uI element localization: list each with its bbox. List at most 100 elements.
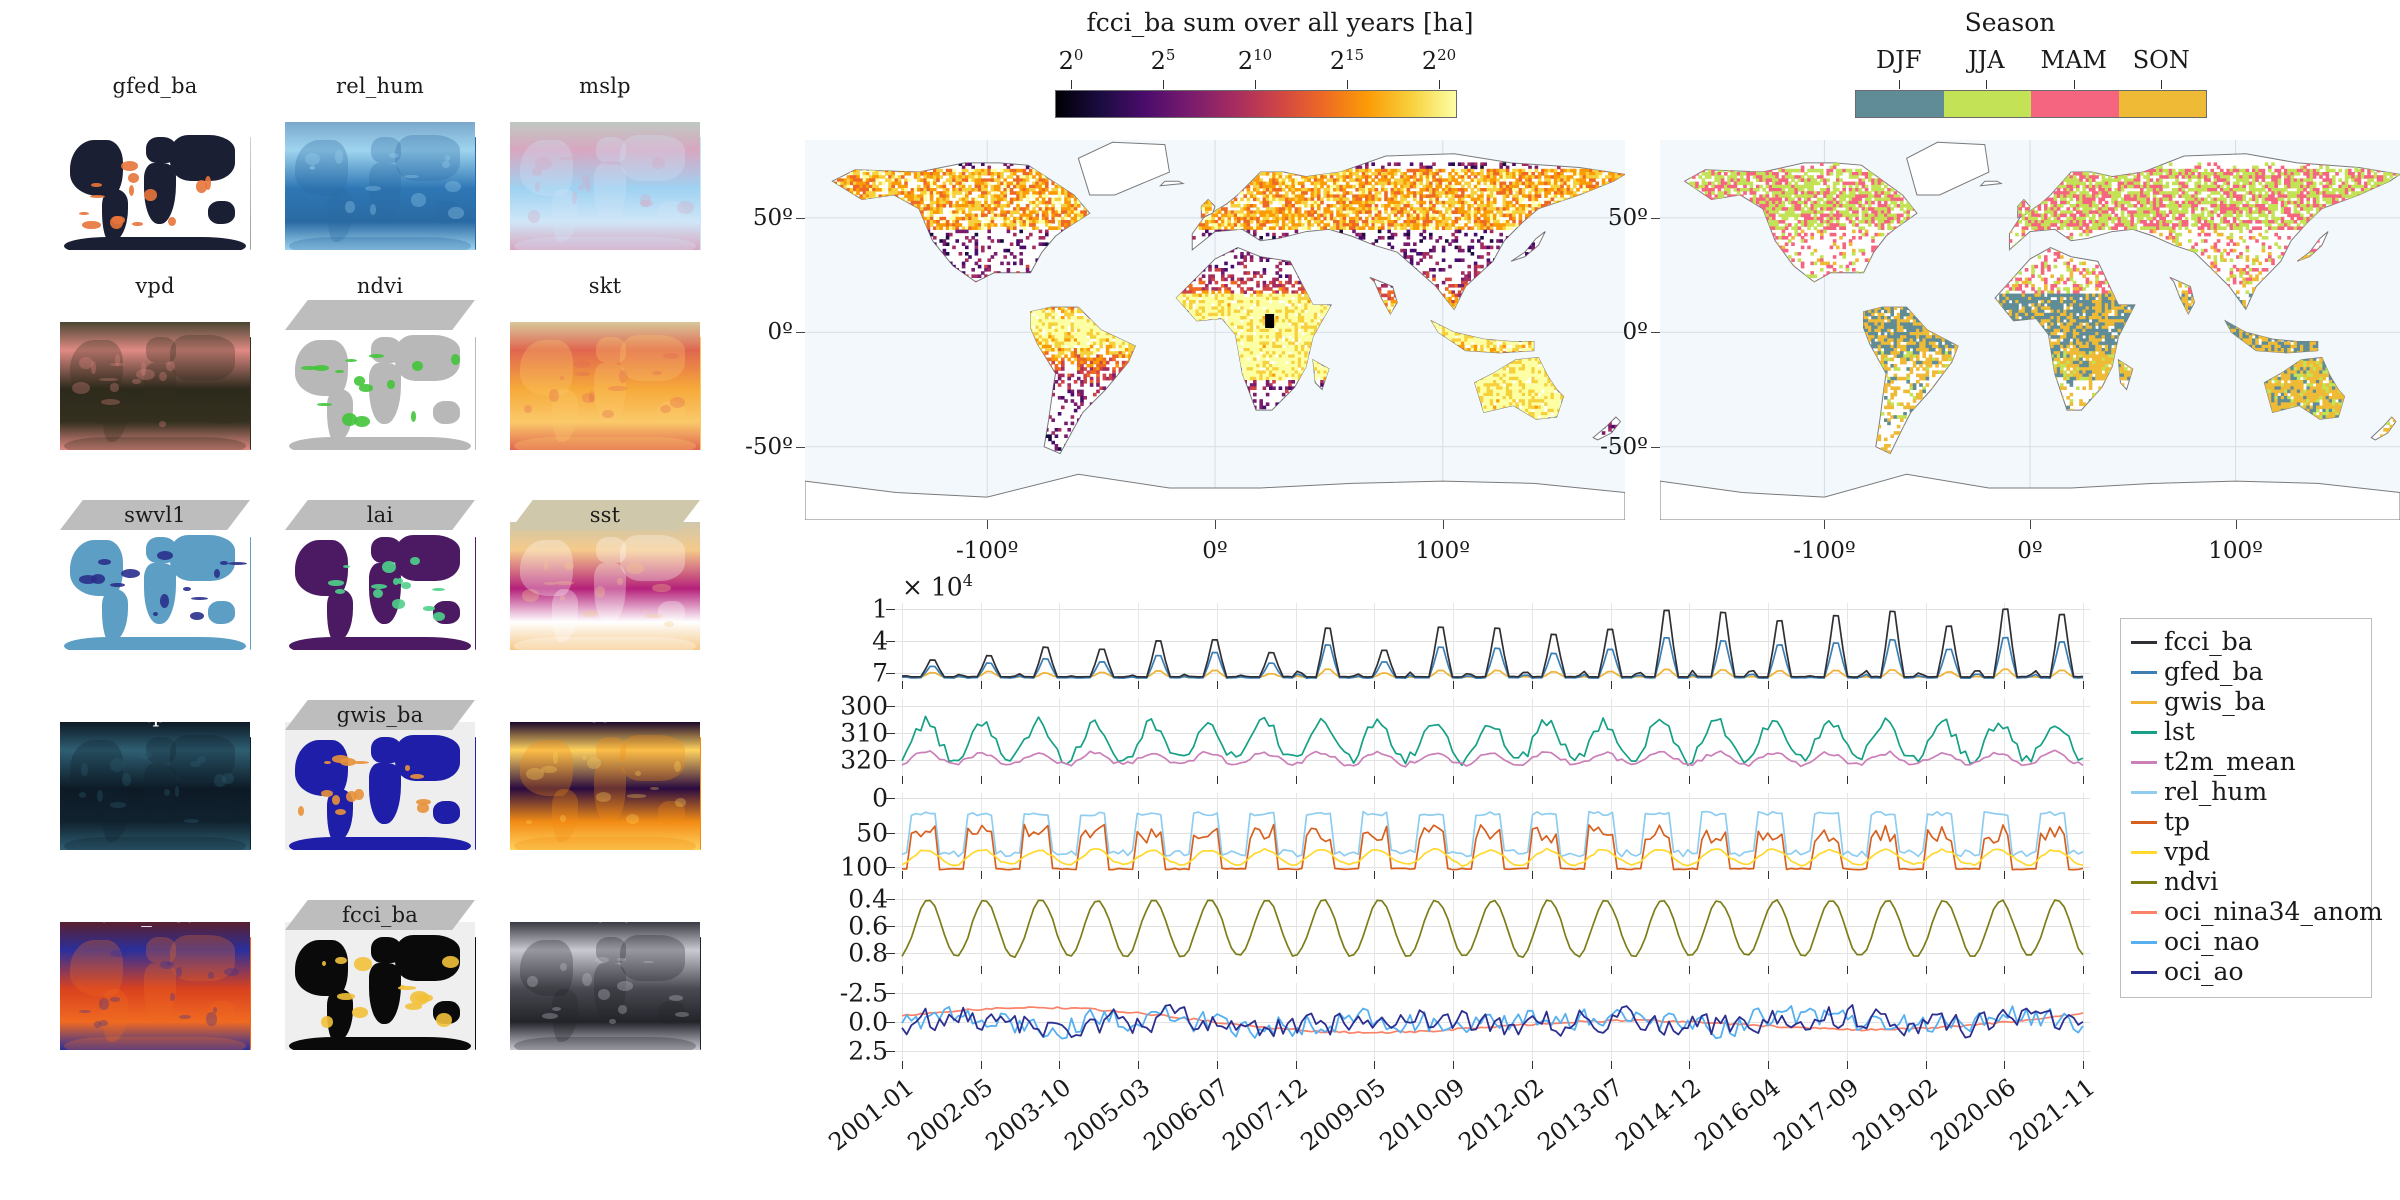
colorbar-tick [1071,80,1072,89]
cube-landmass [170,134,235,181]
cube-hotspot [334,369,344,374]
datacube-ndvi[interactable]: ndvi [285,274,476,450]
map-lat-tick [1651,217,1660,219]
panel-gridline-v [980,603,982,681]
cube-front-face [285,922,475,1050]
cube-hotspot [617,958,627,961]
cube-hotspot [541,765,557,774]
timeseries-panel-humidity-precip-vpd[interactable] [886,793,2090,879]
cube-ocean [510,522,700,650]
cube-hotspot [121,773,131,787]
panel-xtick [1925,871,1927,879]
panel-ytick [886,1050,895,1052]
datacube-tp[interactable]: tp [60,700,251,850]
cube-hotspot [532,167,542,176]
timeseries-panel-ocean-climate-indices[interactable] [886,983,2090,1069]
cube-hotspot [336,993,356,1000]
season-swatch-mam [2031,91,2119,117]
cube-hotspot [94,1021,102,1029]
cube-hotspot [334,150,343,165]
cube-landmass [143,362,176,425]
season-tick-label: MAM [2041,46,2107,74]
legend-item-oci-ao[interactable]: oci_ao [2131,957,2361,987]
legend-item-vpd[interactable]: vpd [2131,837,2361,867]
legend-item-rel-hum[interactable]: rel_hum [2131,777,2361,807]
season-tick-label: DJF [1876,46,1922,74]
datacube-sst[interactable]: sst [510,500,701,650]
cube-landmass [288,637,472,650]
panel-xtick [1768,871,1770,879]
colorbar-tick-label: 220 [1422,46,1456,75]
timeseries-panel-temperature[interactable] [886,698,2090,784]
panel-gridline-v [1610,603,1612,681]
cube-hotspot [136,369,155,381]
cube-hotspot [575,372,591,376]
panel-gridline-v [1531,888,1533,966]
cube-hotspot [560,815,567,822]
cube-landmass [513,1037,697,1050]
colorbar-tick-label: 215 [1330,46,1364,75]
colorbar-tick [1163,80,1164,89]
cube-hotspot [442,161,451,169]
cube-landmass [513,437,697,450]
legend-item-gwis-ba[interactable]: gwis_ba [2131,687,2361,717]
cube-hotspot [90,361,96,374]
cube-landmass [595,537,626,563]
cube-hotspot [205,1011,217,1026]
datacube-ws10[interactable]: ws10 [510,900,701,1050]
datacube-mslp[interactable]: mslp [510,74,701,250]
fcci-ba-world-map[interactable] [805,140,1625,520]
timeseries-panel-ndvi[interactable] [886,888,2090,974]
legend-item-t2m-mean[interactable]: t2m_mean [2131,747,2361,777]
panel-gridline-v [902,888,903,966]
panel-ytick [886,866,895,868]
map-lat-label: 50º [1562,205,1648,231]
cube-hotspot [616,981,634,992]
datacube-gfed_ba[interactable]: gfed_ba [60,74,251,250]
cube-landmass [145,337,176,363]
cube-hotspot [174,786,180,797]
cube-landmass [69,339,123,397]
panel-xtick [1138,1061,1140,1069]
datacube-gwis_ba[interactable]: gwis_ba [285,700,476,850]
legend-item-fcci-ba[interactable]: fcci_ba [2131,627,2361,657]
legend-item-oci-nao[interactable]: oci_nao [2131,927,2361,957]
cube-hotspot [159,372,167,382]
cube-landmass [658,801,685,825]
datacube-label: gwis_ba [285,702,475,728]
panel-xtick [902,681,903,689]
panel-ytick-label: 0.6 [848,911,888,940]
datacube-t2m_mean[interactable]: t2m_mean [60,900,251,1050]
cube-hotspot [560,595,566,602]
panel-gridline-v [1374,698,1376,776]
legend-item-gfed-ba[interactable]: gfed_ba [2131,657,2361,687]
cube-ocean [60,922,250,1050]
cube-hotspot [110,802,126,809]
legend-item-oci-nina34-anom[interactable]: oci_nina34_anom [2131,897,2383,927]
legend-line-swatch [2131,640,2157,644]
panel-gridline-v [2004,698,2006,776]
legend-item-lst[interactable]: lst [2131,717,2361,747]
cube-landmass [593,162,626,225]
panel-gridline-v [1925,888,1927,966]
timeseries-panel-burned-area[interactable] [886,603,2090,689]
legend-item-tp[interactable]: tp [2131,807,2361,837]
cube-landmass [208,401,235,425]
datacube-label: ws10 [510,902,700,928]
datacube-ssr[interactable]: ssr [510,700,701,850]
datacube-rel_hum[interactable]: rel_hum [285,74,476,250]
datacube-fcci_ba[interactable]: fcci_ba [285,900,476,1050]
datacube-vpd[interactable]: vpd [60,274,251,450]
cube-hotspot [582,392,594,403]
legend-item-ndvi[interactable]: ndvi [2131,867,2361,897]
datacube-swvl1[interactable]: swvl1 [60,500,251,650]
cube-hotspot [322,960,327,967]
season-world-map[interactable] [1660,140,2400,520]
map-lon-label: 100º [2208,538,2263,564]
cube-hotspot [643,609,648,613]
map-lon-tick [987,520,989,529]
panel-xtick [1610,966,1612,974]
datacube-skt[interactable]: skt [510,274,701,450]
season-tick [2073,80,2075,89]
datacube-lai[interactable]: lai [285,500,476,650]
